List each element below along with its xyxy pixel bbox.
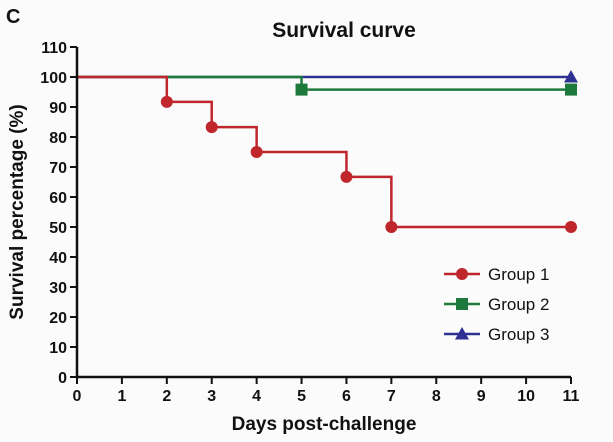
plot-area: 0 1 2 3 4 5 6 7 8 9 10 11 0 10 20 30 40 50 60 70 80 90 100 110 xyxy=(40,40,579,405)
legend-marker-group-1 xyxy=(456,268,468,280)
legend-item-group-2: Group 2 xyxy=(444,295,549,314)
x-tick-label: 0 xyxy=(73,388,82,405)
legend-label-group-1: Group 1 xyxy=(488,265,549,284)
x-tick-label: 5 xyxy=(297,388,306,405)
data-point-group-2 xyxy=(565,83,577,96)
series-line-group-2 xyxy=(77,75,571,91)
data-point-group-2 xyxy=(295,83,308,96)
x-axis-label: Days post-challenge xyxy=(232,414,417,435)
x-tick-label: 2 xyxy=(162,388,171,405)
y-tick-label: 100 xyxy=(40,70,67,87)
y-tick-label: 50 xyxy=(49,220,67,237)
y-tick-label: 90 xyxy=(49,100,67,117)
y-tick-label: 40 xyxy=(49,250,67,267)
x-tick-label: 3 xyxy=(207,388,216,405)
y-tick-label: 20 xyxy=(49,310,67,327)
data-point-group-1 xyxy=(385,221,398,233)
data-point-group-1 xyxy=(160,95,173,108)
series-line-group-1 xyxy=(77,75,571,229)
y-tick-label: 70 xyxy=(49,160,67,177)
y-ticks: 0 10 20 30 40 50 60 70 80 90 100 110 xyxy=(40,40,77,387)
x-ticks: 0 1 2 3 4 5 6 7 8 9 10 11 xyxy=(73,377,580,405)
series-layer xyxy=(77,75,571,229)
x-tick-label: 4 xyxy=(252,388,261,405)
data-point-group-1 xyxy=(565,221,577,233)
x-tick-label: 1 xyxy=(117,388,126,405)
y-tick-label: 10 xyxy=(49,340,67,357)
y-tick-label: 30 xyxy=(49,280,67,297)
legend-label-group-2: Group 2 xyxy=(488,295,549,314)
legend-marker-group-2 xyxy=(456,298,468,310)
x-tick-label: 6 xyxy=(342,388,351,405)
data-point-group-1 xyxy=(250,146,263,158)
marker-layer xyxy=(160,70,578,233)
y-tick-label: 60 xyxy=(49,190,67,207)
data-point-group-3 xyxy=(564,70,578,83)
x-tick-label: 11 xyxy=(563,388,580,405)
panel-label: C xyxy=(6,6,20,28)
y-tick-label: 80 xyxy=(49,130,67,147)
chart-title: Survival curve xyxy=(272,19,416,42)
x-tick-label: 10 xyxy=(517,388,535,405)
legend-item-group-1: Group 1 xyxy=(444,265,549,284)
y-axis-label: Survival percentage (%) xyxy=(7,104,28,319)
y-tick-label: 0 xyxy=(58,370,67,387)
legend: Group 1 Group 2 Group 3 xyxy=(444,265,549,344)
legend-marker-group-3 xyxy=(455,327,469,340)
x-tick-label: 8 xyxy=(432,388,441,405)
x-tick-label: 7 xyxy=(387,388,396,405)
x-tick-label: 9 xyxy=(477,388,486,405)
y-tick-label: 110 xyxy=(41,40,67,57)
legend-item-group-3: Group 3 xyxy=(444,325,549,344)
data-point-group-1 xyxy=(205,121,218,134)
legend-label-group-3: Group 3 xyxy=(488,325,549,344)
data-point-group-1 xyxy=(340,170,353,183)
